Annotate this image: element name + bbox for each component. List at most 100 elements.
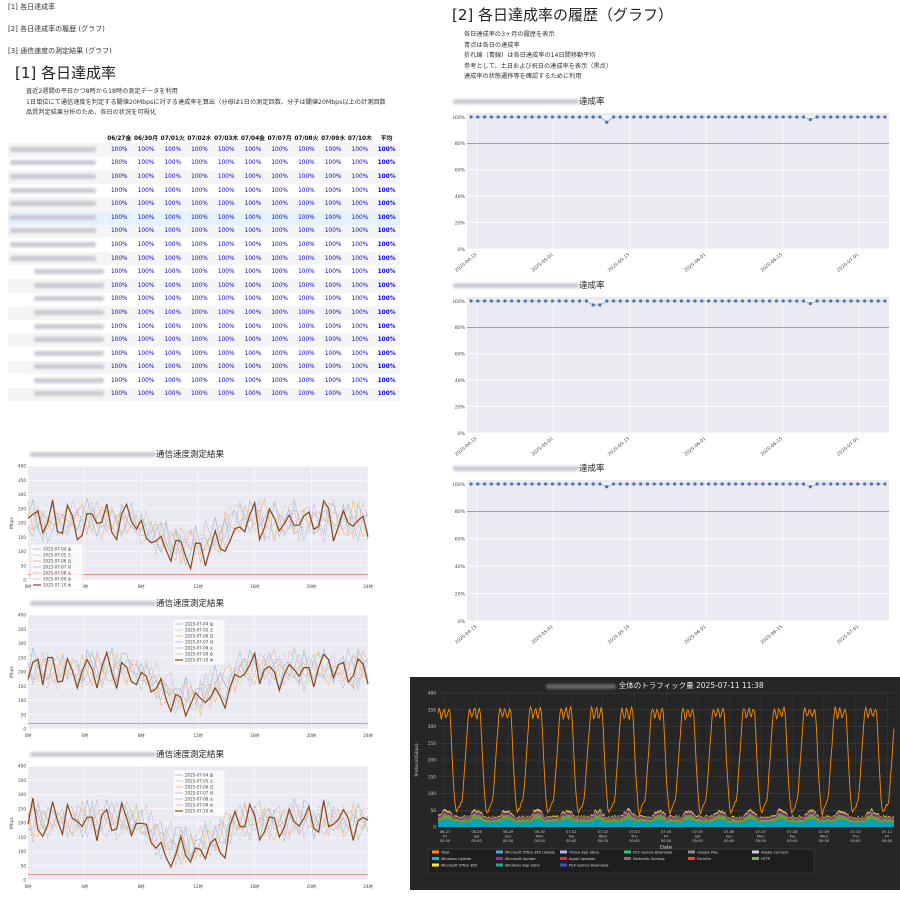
- data-point: [822, 115, 826, 119]
- table-cell: 100%: [164, 241, 181, 248]
- table-row: 100% 100% 100% 100% 100% 100% 100% 100% 100% 100%…: [8, 157, 400, 171]
- table-cell: 100%: [351, 296, 369, 303]
- table-cell: 100%: [271, 160, 288, 167]
- data-point: [659, 115, 663, 119]
- axis-label: Mbps: [9, 816, 15, 828]
- data-point: [863, 115, 867, 119]
- legend-label: 2025-07-07 月: [185, 640, 214, 645]
- tick-label: 0: [23, 878, 26, 883]
- row-name-redacted: [8, 197, 106, 211]
- tick-label: 2025-07-01: [836, 624, 860, 646]
- data-point: [734, 115, 738, 119]
- data-point: [510, 115, 514, 119]
- data-point: [849, 299, 853, 303]
- tick-label: 50: [21, 563, 27, 568]
- table-cell: 100%: [137, 269, 155, 276]
- data-point: [611, 482, 616, 486]
- table-cell: 100%: [217, 255, 235, 262]
- legend-swatch: [624, 857, 631, 860]
- tick-label: 2025-05-01: [530, 252, 554, 274]
- data-point: [876, 299, 880, 303]
- table-cell: 100%: [244, 255, 262, 262]
- table-cell: 100%: [164, 269, 181, 276]
- tick-label: 07-06: [724, 830, 735, 834]
- row-name-redacted: [8, 211, 106, 225]
- legend-label: 2025-07-09 水: [43, 576, 72, 582]
- data-point: [666, 299, 670, 303]
- data-point: [706, 299, 711, 303]
- bullet-item: 品質判定結果分析のため、各日の状況を可視化: [26, 108, 426, 119]
- tick-label: Mon: [757, 835, 765, 839]
- table-cell: 100%: [351, 364, 369, 371]
- data-point: [679, 115, 683, 119]
- data-point: [544, 299, 548, 303]
- table-cell: 100%: [298, 296, 315, 303]
- table-header-cell: 07/04金: [240, 135, 265, 142]
- data-point: [591, 482, 595, 486]
- table-cell: 100%: [271, 269, 288, 276]
- tick-label: 350: [18, 478, 26, 483]
- data-point: [571, 482, 575, 486]
- data-point: [761, 482, 765, 486]
- tick-label: 2025-06-15: [760, 624, 784, 646]
- data-point: [788, 299, 792, 303]
- table-cell: 100%: [191, 282, 208, 289]
- table-cell: 100%: [137, 350, 155, 357]
- table-cell: 100%: [298, 228, 315, 235]
- data-point: [883, 482, 887, 486]
- series-line: [27, 499, 369, 571]
- speed-chart-2: 通信速度測定結果 0 50 100 150 200 250 300 350 400 0時 4時 8時 1…: [8, 597, 374, 753]
- data-point: [557, 115, 561, 119]
- data-point: [564, 299, 568, 303]
- data-point: [720, 299, 724, 303]
- data-point: [537, 115, 541, 119]
- data-point: [496, 482, 500, 486]
- table-cell: 100%: [324, 323, 342, 330]
- data-point: [754, 299, 758, 303]
- table-cell: 100%: [298, 309, 315, 316]
- tick-label: 350: [18, 778, 26, 783]
- data-point: [605, 299, 609, 303]
- table-cell: 100%: [244, 160, 262, 167]
- table-cell: 100%: [271, 350, 288, 357]
- data-point: [537, 299, 541, 303]
- data-point: [768, 115, 772, 119]
- tick-label: 200: [428, 758, 436, 764]
- tick-label: 12時: [193, 733, 203, 738]
- tick-label: 2025-05-01: [530, 436, 554, 458]
- toc-link-history[interactable]: [2] 各日達成率の履歴 (グラフ): [8, 25, 105, 33]
- table-cell: 100%: [244, 337, 262, 344]
- table-header-cell: 06/27金: [107, 135, 132, 142]
- table-cell: 100%: [324, 309, 342, 316]
- toc-link-daily-rate[interactable]: [1] 各日達成率: [8, 3, 56, 11]
- table-cell: 100%: [324, 214, 342, 221]
- legend-label: 2025-07-05 土: [185, 778, 214, 784]
- tick-label: 00:00: [535, 839, 546, 843]
- data-point: [713, 299, 717, 303]
- tick-label: 00:00: [756, 839, 767, 843]
- table-cell: 100%: [244, 241, 262, 248]
- table-cell: 100%: [351, 160, 369, 167]
- table-row: 100% 100% 100% 100% 100% 100% 100% 100% 100% 100%…: [8, 184, 400, 198]
- tick-label: 0時: [25, 884, 33, 889]
- tick-label: 8時: [138, 584, 146, 589]
- traffic-chart-title: 全体のトラフィック量 2025-07-11 11:38: [618, 681, 764, 690]
- legend-label: Fortnite: [697, 857, 712, 861]
- data-point: [652, 299, 656, 303]
- table-cell: 100%: [244, 187, 262, 194]
- table-cell: 100%: [298, 377, 315, 384]
- tick-label: 07-05: [692, 830, 702, 834]
- tick-label: 250: [18, 506, 26, 511]
- legend-swatch: [496, 857, 503, 860]
- table-cell: 100%: [298, 282, 315, 289]
- table-cell: 100%: [244, 146, 262, 153]
- tick-label: Sun: [505, 835, 512, 839]
- data-point: [489, 115, 493, 119]
- table-cell: 100%: [351, 309, 369, 316]
- data-point: [503, 482, 507, 486]
- data-point: [801, 299, 806, 303]
- toc-link-speed[interactable]: [3] 通信速度の測定結果 (グラフ): [8, 47, 112, 55]
- table-header-cell: 07/08火: [294, 135, 319, 142]
- table-cell: 100%: [191, 269, 208, 276]
- table-row: 100% 100% 100% 100% 100% 100% 100% 100% 100% 100%…: [8, 197, 400, 211]
